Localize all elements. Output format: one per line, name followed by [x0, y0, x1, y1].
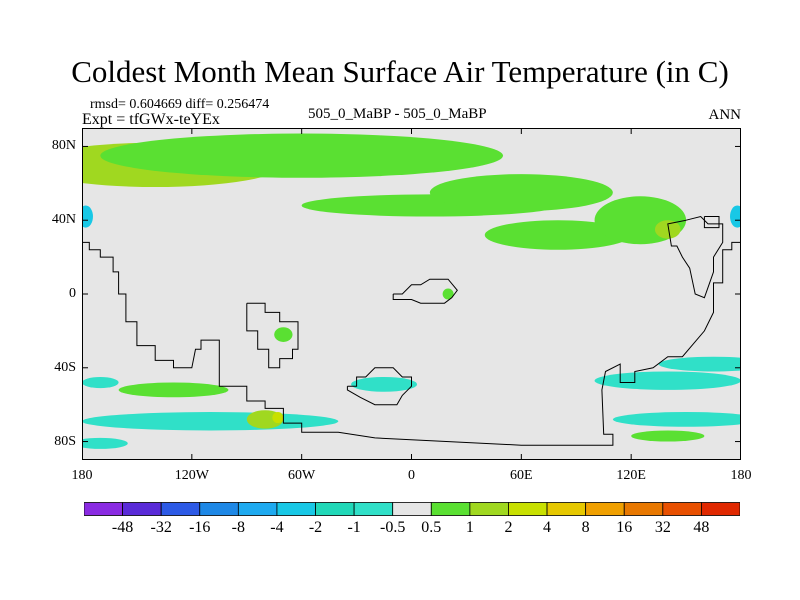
- region-8: [730, 205, 741, 228]
- map-plot: [82, 128, 741, 460]
- region-3: [429, 174, 613, 211]
- y-tick-label: 80S: [54, 433, 76, 449]
- region-1: [100, 133, 504, 178]
- y-tick-label: 80N: [51, 138, 76, 154]
- x-tick-label: 60W: [288, 468, 316, 483]
- colorbar-swatch: [84, 502, 123, 516]
- coastline-continent-india-block: [392, 278, 458, 304]
- region-16: [82, 412, 339, 431]
- region-10: [442, 288, 454, 300]
- colorbar-label: 16: [616, 519, 633, 536]
- plot-frame: [82, 128, 741, 460]
- colorbar-label: 2: [504, 519, 513, 536]
- colorbar-label: -48: [111, 519, 134, 536]
- region-6: [654, 220, 681, 239]
- chart-title: Coldest Month Mean Surface Air Temperatu…: [71, 54, 729, 89]
- region-14: [658, 356, 741, 372]
- colorbar-swatch: [237, 502, 278, 516]
- x-tick-label: 60E: [510, 468, 533, 483]
- comparison-label: 505_0_MaBP - 505_0_MaBP: [308, 106, 487, 122]
- colorbar-swatch: [662, 502, 702, 516]
- colorbar-label: 48: [693, 519, 710, 536]
- colorbar-swatch: [392, 502, 432, 516]
- colorbar-swatch: [122, 502, 162, 516]
- coastlines: [82, 215, 741, 446]
- colorbar-swatch: [546, 502, 587, 516]
- coastline-continent-africa-block: [246, 302, 299, 369]
- x-tick-label: 120W: [174, 468, 209, 483]
- colorbar-label: 32: [654, 519, 671, 536]
- y-tick-label: 40S: [54, 359, 76, 375]
- colorbar-label: 8: [581, 519, 590, 536]
- colorbar-label: -1: [347, 519, 361, 536]
- colorbar-label: -8: [231, 519, 246, 536]
- region-20: [631, 430, 705, 442]
- colorbar-swatch: [623, 502, 664, 516]
- region-21: [82, 437, 128, 449]
- colorbar-label: -4: [270, 519, 284, 536]
- colorbar-label: -32: [150, 519, 172, 536]
- region-7: [82, 205, 93, 228]
- colorbar-label: -16: [189, 519, 211, 536]
- y-tick-label: 0: [69, 286, 76, 301]
- colorbar-swatch: [469, 502, 509, 516]
- y-tick-label: 40N: [51, 212, 76, 228]
- colorbar-label: 4: [543, 519, 552, 536]
- region-11: [118, 382, 229, 398]
- colorbar-swatch: [585, 502, 625, 516]
- stats-line: rmsd= 0.604669 diff= 0.256474: [90, 97, 270, 112]
- region-17: [612, 412, 741, 427]
- colorbar-label: -0.5: [380, 519, 406, 536]
- season-label: ANN: [708, 107, 742, 123]
- region-9: [274, 327, 293, 342]
- colorbar-swatch: [315, 502, 355, 516]
- coastline-island-east: [703, 216, 720, 229]
- x-tick-label: 180: [71, 468, 93, 483]
- region-15: [594, 371, 741, 390]
- colorbar-swatch: [276, 502, 316, 516]
- region-19: [272, 412, 284, 424]
- colorbar-swatch: [160, 502, 201, 516]
- region-13: [351, 377, 417, 392]
- region-4: [484, 220, 632, 250]
- colorbar-swatch: [353, 502, 394, 516]
- colorbar-label: 1: [465, 519, 474, 536]
- colorbar-swatch: [430, 502, 471, 516]
- coastline-continent-east-block: [667, 215, 724, 299]
- colorbar: [84, 502, 740, 516]
- temperature-regions: [82, 133, 741, 449]
- x-tick-label: 180: [730, 468, 752, 483]
- colorbar-label: 0.5: [421, 519, 442, 536]
- colorbar-swatch: [508, 502, 548, 516]
- region-12: [82, 377, 119, 389]
- colorbar-swatch: [199, 502, 239, 516]
- colorbar-label: -2: [308, 519, 323, 536]
- experiment-line: Expt = tfGWx-teYEx: [82, 111, 220, 128]
- coastline-continent-south-block: [346, 367, 412, 406]
- coastline-continent-north-pacific: [82, 241, 741, 446]
- colorbar-swatch: [701, 502, 740, 516]
- x-tick-label: 120E: [616, 468, 646, 483]
- x-tick-label: 0: [408, 468, 415, 483]
